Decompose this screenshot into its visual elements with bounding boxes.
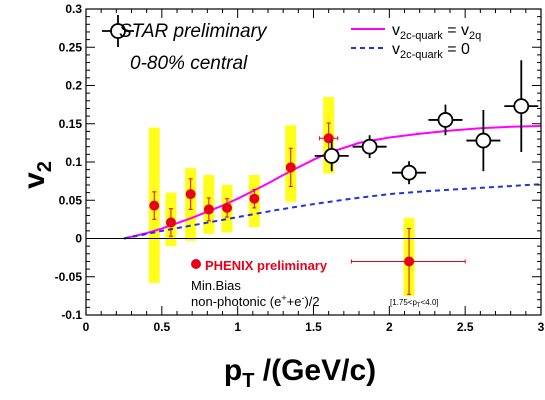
phenix-point-5 (249, 193, 260, 204)
phenix-line3: non-photonic (e++e-)/2 (191, 293, 320, 309)
xtick-label-1: 0.5 (153, 320, 170, 334)
legend-magenta-label: v2c-quark = v2q (392, 22, 481, 42)
phenix-point-3 (203, 204, 214, 215)
model-curves (123, 125, 542, 240)
phenix-point-6 (285, 162, 296, 173)
star-label-line1: STAR preliminary (119, 21, 268, 42)
legend-blue-label: v2c-quark = 0 (392, 41, 470, 61)
data-points (149, 60, 539, 295)
phenix-point-1 (165, 217, 176, 228)
ytick-label-7: 0.25 (59, 40, 83, 54)
curve-legend: v2c-quark = v2q v2c-quark = 0 (351, 22, 481, 61)
xtick-label-5: 2.5 (457, 320, 474, 334)
star-point-3-marker (437, 112, 454, 128)
phenix-line2: Min.Bias (191, 278, 241, 293)
ytick-label-4: 0.1 (65, 155, 82, 169)
phenix-point-4 (222, 202, 233, 213)
ytick-label-8: 0.3 (65, 2, 82, 16)
curve-0 (123, 125, 542, 240)
x-axis-title: pT /(GeV/c) (224, 354, 376, 392)
ytick-label-2: 0 (75, 232, 82, 246)
star-point-2-marker (401, 164, 417, 181)
phenix-legend: PHENIX preliminary Min.Bias non-photonic… (191, 258, 439, 309)
curve-1 (123, 183, 542, 240)
xtick-label-6: 3 (538, 320, 545, 334)
xtick-label-0: 0 (83, 320, 90, 334)
y-axis-title: v2 (18, 161, 56, 189)
phenix-point-2 (185, 189, 196, 200)
star-legend-marker (102, 15, 134, 47)
star-point-1-marker (361, 138, 378, 155)
star-legend-circle (110, 23, 126, 39)
star-point-0-marker (323, 147, 340, 164)
bin-note: [1.75<pT<4.0] (390, 298, 439, 309)
star-label-line2: 0-80% central (130, 53, 248, 74)
axes: -0.1 -0.05 0 0.05 0.1 0.15 0.2 0.25 0.3 0 0.5 1 1.5 2… (55, 2, 545, 334)
phenix-label: PHENIX preliminary (205, 258, 328, 273)
xtick-label-3: 1.5 (305, 320, 322, 334)
ytick-label-3: 0.05 (59, 193, 83, 207)
ytick-label-5: 0.15 (59, 117, 83, 131)
ytick-label-6: 0.2 (65, 79, 82, 93)
xtick-label-2: 1 (234, 320, 241, 334)
star-legend: STAR preliminary 0-80% central (102, 15, 268, 74)
star-point-5-marker (513, 98, 530, 115)
phenix-point-8 (404, 256, 415, 267)
star-point-4-marker (475, 132, 492, 149)
xtick-label-4: 2 (386, 320, 393, 334)
ytick-label-0: -0.1 (61, 308, 82, 322)
phenix-legend-marker (191, 259, 201, 269)
ytick-label-1: -0.05 (55, 270, 83, 284)
phenix-point-0 (149, 200, 160, 211)
